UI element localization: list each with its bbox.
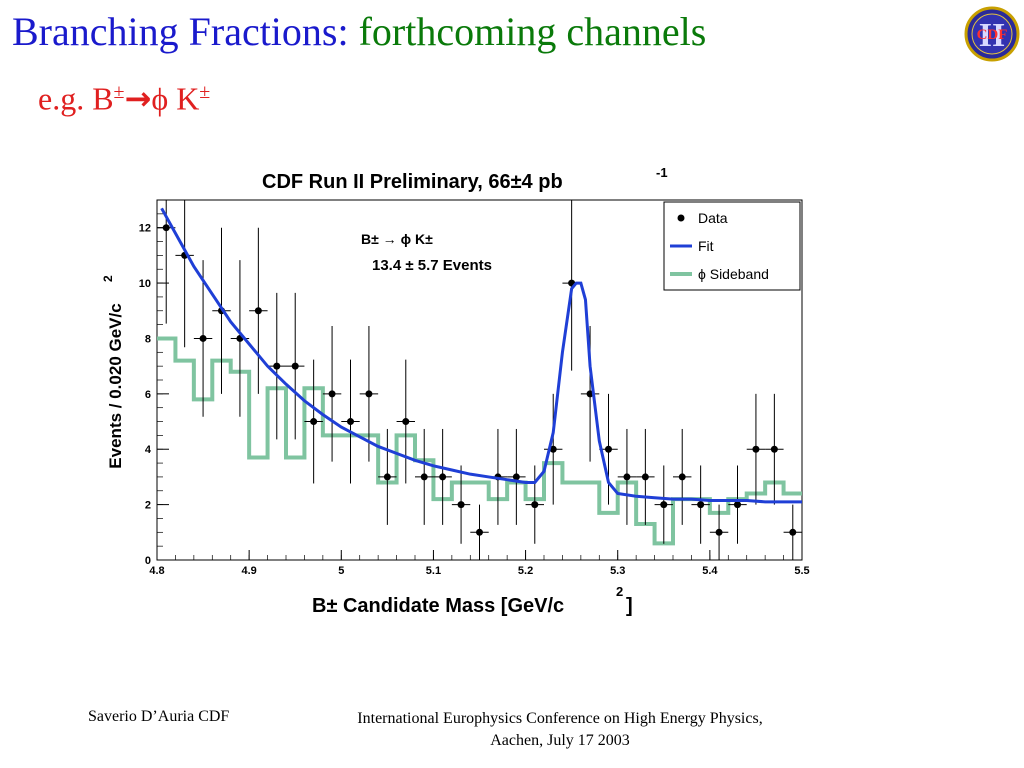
chart-svg: 4.8 4.9 5 5.1 5.2 5.3 5.4 5.5 0 2 4 6 8 10 12 Data Fit ϕ…	[101, 165, 810, 617]
y-tick-label: 8	[145, 333, 151, 345]
data-point	[254, 307, 262, 315]
data-point	[512, 473, 520, 481]
footer-conference-line1: International Europhysics Conference on …	[357, 710, 763, 727]
data-point	[605, 445, 612, 453]
logo-numeral: II	[979, 17, 1005, 54]
annotation-events: 13.4 ± 5.7 Events	[372, 257, 492, 274]
slide-subtitle: e.g. B±→ϕ K±	[38, 72, 210, 119]
data-point	[531, 501, 539, 509]
fit-series	[160, 207, 802, 504]
footer-conference: International Europhysics Conference on …	[300, 708, 820, 752]
x-tick-label: 4.9	[241, 565, 256, 577]
y-axis-label: Events / 0.020 GeV/c	[106, 303, 125, 468]
chart-title-superscript: -1	[656, 165, 668, 180]
subtitle-decay: ϕ K	[151, 80, 200, 117]
data-point	[660, 501, 668, 509]
footer-author: Saverio D’Auria CDF	[88, 708, 230, 725]
annotation-decay: B± → ϕ K±	[361, 231, 433, 247]
x-axis-label: B± Candidate Mass [GeV/c	[312, 595, 564, 617]
data-point	[789, 528, 797, 536]
subtitle-pm-1: ±	[113, 81, 125, 103]
data-point	[457, 501, 465, 509]
chart-text: CDF Run II Preliminary, 66±4 pb -1 B± → ϕ …	[101, 165, 668, 617]
data-point	[770, 445, 778, 453]
legend-label: Fit	[698, 238, 714, 254]
legend-marker-data	[677, 214, 685, 222]
data-point	[420, 473, 428, 481]
y-tick-label: 0	[145, 555, 151, 567]
data-point	[549, 445, 557, 453]
subtitle-arrow-icon: →	[124, 79, 152, 118]
legend-label: Data	[698, 210, 728, 226]
y-tick-label: 12	[139, 223, 151, 235]
x-tick-label: 5.3	[610, 565, 625, 577]
y-tick-label: 6	[145, 389, 151, 401]
x-tick-label: 5.5	[794, 565, 809, 577]
data-point	[697, 501, 705, 509]
data-point	[383, 473, 391, 481]
data-point	[365, 390, 373, 398]
legend: Data Fit ϕ Sideband	[663, 201, 801, 291]
data-point	[402, 418, 410, 426]
subtitle-pm-2: ±	[199, 81, 211, 103]
title-main: Branching Fractions:	[12, 9, 359, 54]
x-tick-label: 5.1	[426, 565, 441, 577]
x-tick-label: 5	[338, 565, 344, 577]
fit-curve	[160, 207, 802, 504]
y-tick-label: 4	[145, 444, 152, 456]
data-point	[291, 362, 299, 370]
data-point	[162, 224, 170, 232]
title-highlight: forthcoming channels	[358, 9, 707, 54]
chart-title: CDF Run II Preliminary, 66±4 pb	[262, 171, 563, 193]
plot-panel: 4.8 4.9 5 5.1 5.2 5.3 5.4 5.5 0 2 4 6 8 10 12 Data Fit ϕ…	[94, 158, 820, 626]
data-point	[199, 334, 207, 342]
data-point	[273, 362, 281, 370]
data-point	[328, 390, 336, 398]
slide-title: Branching Fractions: forthcoming channel…	[12, 8, 706, 56]
data-point	[734, 501, 741, 509]
x-tick-label: 4.8	[149, 565, 164, 577]
y-tick-label: 10	[139, 278, 151, 290]
data-point	[347, 418, 354, 426]
x-tick-label: 5.2	[518, 565, 533, 577]
data-point	[476, 528, 483, 536]
data-point	[439, 473, 447, 481]
footer-conference-line2: Aachen, July 17 2003	[490, 732, 630, 749]
data-point	[715, 528, 723, 536]
data-point	[752, 445, 760, 453]
data-point	[623, 473, 631, 481]
data-point	[310, 418, 318, 426]
subtitle-prefix: e.g. B	[38, 80, 114, 117]
data-series	[157, 200, 802, 560]
y-tick-label: 2	[145, 500, 151, 512]
x-axis-label-superscript: 2	[616, 584, 623, 599]
logo-text: CDF	[977, 27, 1008, 43]
cdf-logo-icon: II CDF	[964, 6, 1020, 62]
cdf-logo: II CDF	[964, 6, 1020, 62]
data-point	[641, 473, 649, 481]
y-axis-label-superscript: 2	[101, 275, 115, 282]
axis-ticks: 4.8 4.9 5 5.1 5.2 5.3 5.4 5.5 0 2 4 6 8 10 12	[139, 199, 810, 577]
x-tick-label: 5.4	[702, 565, 718, 577]
x-axis-label-end: ]	[626, 595, 633, 617]
data-point	[678, 473, 686, 481]
legend-label: ϕ Sideband	[698, 266, 769, 282]
